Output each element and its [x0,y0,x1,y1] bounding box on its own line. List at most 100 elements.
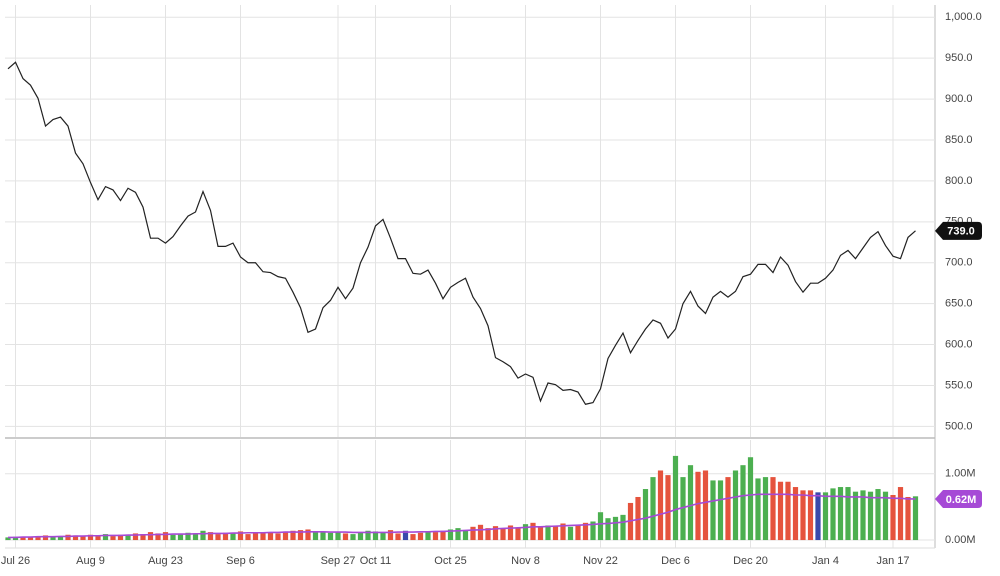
volume-bar [717,480,724,541]
volume-bar [230,533,236,541]
volume-bar [800,490,806,541]
volume-bar [200,530,206,541]
volume-bar [657,470,664,541]
volume-bar [320,532,326,541]
volume-bar [702,470,709,541]
volume-bar [785,481,791,541]
volume-bar [912,496,919,541]
volume-bar [747,457,754,541]
y-tick-label: 900.0 [945,93,973,105]
volume-bar [792,487,799,541]
volume-bar [845,487,851,541]
volume-bar [597,512,604,541]
volume-bar [132,533,139,541]
volume-bar [830,488,836,541]
volume-bar [522,524,529,541]
volume-average-line [8,493,916,539]
volume-bar [575,524,581,541]
volume-bar [665,475,671,541]
volume-bar [620,514,626,541]
volume-bar [642,489,649,541]
last-value-label: 0.62M [946,494,977,506]
y-tick-label: 550.0 [945,379,973,391]
volume-bar [612,516,619,541]
y-tick-label: 1,000.0 [945,11,982,23]
x-tick-label: Jan 17 [876,555,909,567]
volume-bar [72,535,79,541]
volume-bar [447,529,454,541]
volume-bar [395,533,401,541]
y-tick-label: 500.0 [945,420,973,432]
volume-bar [365,530,371,541]
volume-bar [425,531,431,541]
y-tick-label: 800.0 [945,175,973,187]
volume-bar [192,533,199,541]
volume-bar [380,532,386,541]
volume-bar [215,534,221,541]
y-tick-label: 950.0 [945,52,973,64]
volume-bar [125,535,131,541]
volume-bar [140,534,146,541]
volume-bar [417,532,424,541]
volume-bar [312,531,319,541]
x-tick-label: Dec 20 [733,555,768,567]
volume-bar [290,530,296,541]
last-value-tag [935,489,982,508]
volume-bar [5,537,11,541]
volume-bar [402,530,409,541]
volume-bar [50,536,56,541]
y-tick-label: 650.0 [945,298,973,310]
volume-bar [852,491,859,541]
volume-bar [545,525,551,541]
volume-bar [282,531,289,541]
volume-bar [567,526,574,541]
volume-bar [260,532,266,541]
volume-bar [590,521,596,541]
x-tick-label: Aug 23 [148,555,183,567]
volume-bar [732,470,739,541]
volume-bar [275,533,281,541]
volume-bar [687,465,694,541]
volume-bar [672,455,679,541]
volume-bar [515,527,521,541]
volume-bar [207,532,214,541]
volume-bar [680,477,686,541]
last-value-tag [935,221,982,240]
volume-bar [860,490,866,541]
volume-bar [87,534,94,541]
volume-bar [12,536,19,541]
volume-bar [440,530,446,541]
y-tick-label: 600.0 [945,338,973,350]
volume-bar [387,530,394,541]
volume-bar [492,526,499,541]
volume-bar [65,534,71,541]
volume-bar [762,477,769,541]
y-tick-label: 850.0 [945,134,973,146]
volume-bar [867,491,874,541]
volume-bar [237,531,244,541]
volume-bar [890,494,896,541]
volume-bar [740,465,746,541]
volume-bar [875,489,881,541]
volume-bar [27,537,34,541]
x-tick-label: Jan 4 [812,555,839,567]
volume-bar [605,518,611,541]
volume-bar [770,477,776,541]
volume-bar [327,532,334,541]
volume-bar [35,536,41,541]
volume-bar [110,536,116,541]
volume-bar [245,534,251,541]
volume-bar [822,492,829,541]
volume-bar [905,496,911,541]
volume-bar [477,524,484,541]
price-line [7,61,916,405]
x-tick-label: Jul 26 [1,555,30,567]
volume-bar [297,530,304,541]
volume-bar [710,480,716,541]
volume-bar [455,528,461,541]
volume-bar [350,534,356,541]
x-tick-label: Oct 25 [434,555,466,567]
volume-bar [650,477,656,541]
volume-bar [815,492,821,541]
